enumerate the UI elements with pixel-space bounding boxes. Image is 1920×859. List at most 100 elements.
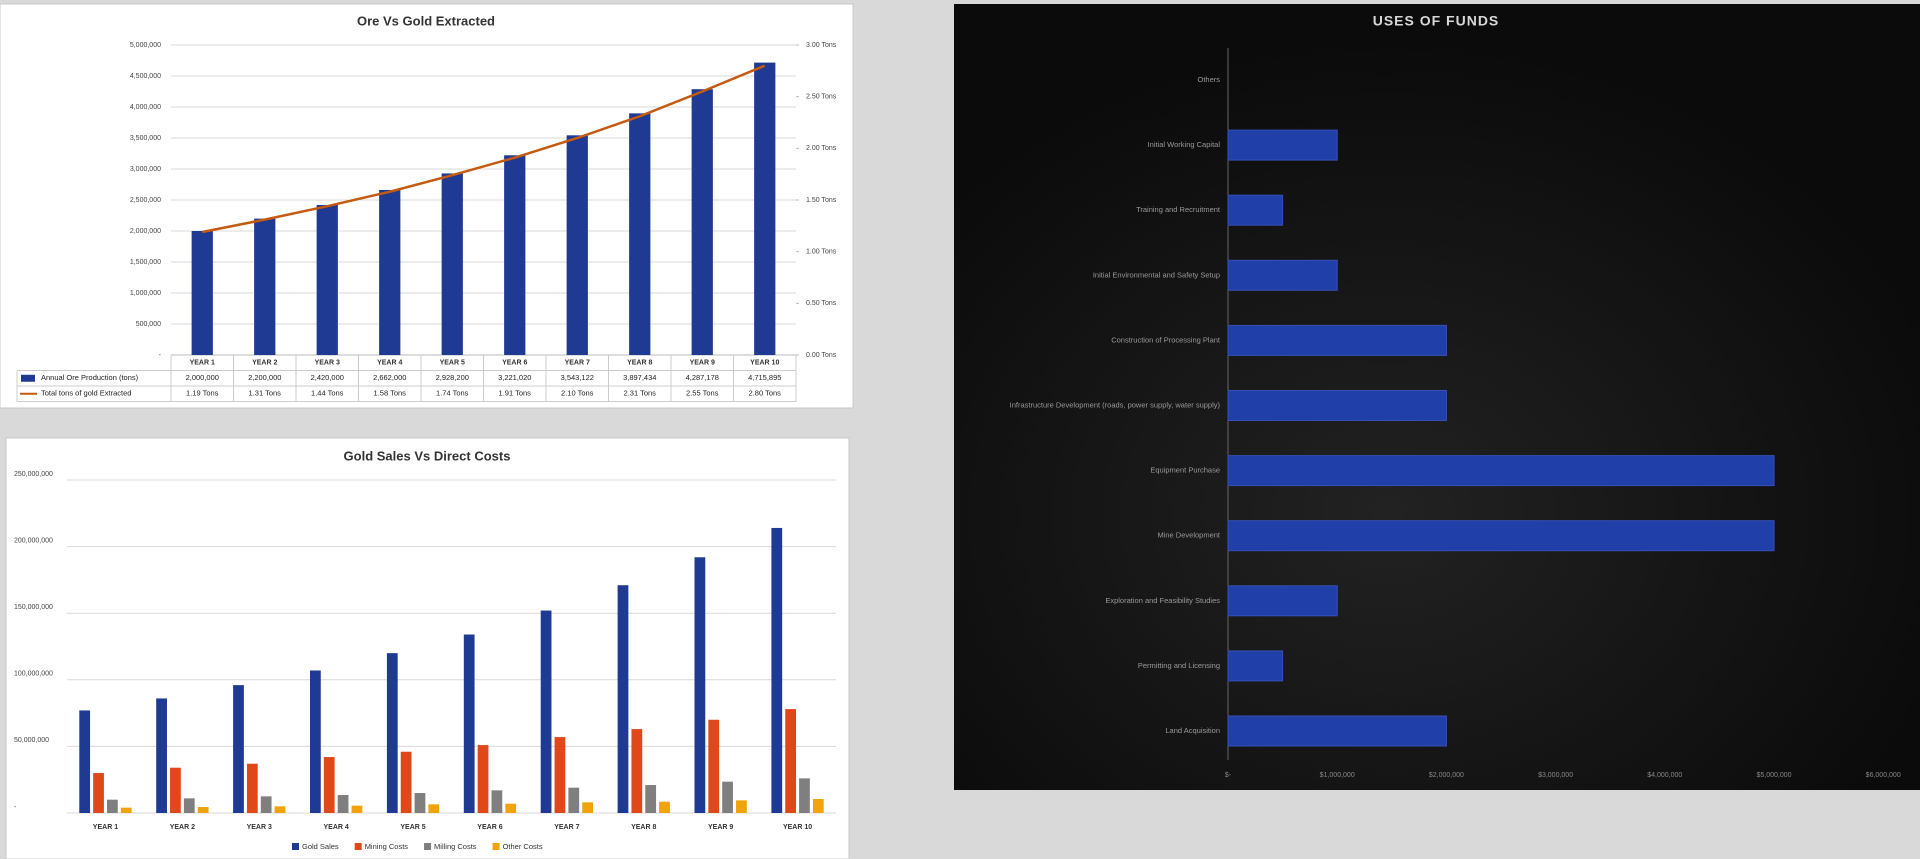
bar	[1227, 715, 1447, 747]
bar	[477, 745, 489, 813]
table-value: 3,221,020	[498, 373, 531, 382]
x-tick-label: YEAR 10	[750, 360, 779, 367]
table-value: 2.31 Tons	[624, 389, 657, 398]
x-tick-label: YEAR 1	[93, 824, 118, 831]
chart-panel	[0, 3, 854, 409]
bar	[1227, 585, 1338, 617]
y-tick-label: 3,500,000	[130, 135, 161, 142]
bar	[310, 670, 321, 813]
y2-tick-label: 3.00 Tons	[806, 42, 837, 49]
bar	[1227, 194, 1284, 226]
bar	[1227, 455, 1775, 487]
legend-swatch	[354, 843, 362, 850]
bar	[1227, 390, 1447, 421]
x-tick-label: YEAR 6	[502, 360, 527, 367]
bar	[1227, 259, 1338, 291]
bar	[1227, 129, 1338, 161]
bar	[691, 89, 713, 356]
legend-label: Milling Costs	[434, 842, 477, 851]
bar	[491, 790, 503, 813]
x-tick-label: $6,000,000	[1866, 772, 1901, 779]
bar	[79, 710, 91, 813]
bar	[629, 113, 651, 355]
table-value: 1.74 Tons	[436, 389, 469, 398]
y2-tick-label: 1.00 Tons	[806, 249, 837, 256]
y-tick-label: Exploration and Feasibility Studies	[1105, 596, 1220, 605]
y-tick-label: 200,000,000	[14, 537, 53, 544]
y2-tick-label: 2.50 Tons	[806, 94, 837, 101]
y-tick-label: 50,000,000	[14, 737, 49, 744]
bar	[260, 796, 272, 813]
bar	[197, 807, 209, 813]
y2-tick-label: 0.00 Tons	[806, 352, 837, 359]
x-tick-label: YEAR 3	[247, 824, 272, 831]
bar	[93, 773, 104, 813]
bar	[754, 62, 776, 356]
y-tick-label: 150,000,000	[14, 604, 53, 611]
x-tick-label: YEAR 4	[377, 360, 402, 367]
bar	[106, 799, 118, 813]
y-tick-label: 100,000,000	[14, 671, 53, 678]
table-value: 2,200,000	[248, 373, 281, 382]
y-tick-label: 4,000,000	[130, 104, 161, 111]
table-value: 2,662,000	[373, 373, 406, 382]
table-value: 1.19 Tons	[186, 389, 219, 398]
x-tick-label: YEAR 6	[477, 824, 502, 831]
bar	[812, 799, 824, 813]
bar	[504, 155, 526, 355]
y-tick-label: 500,000	[136, 321, 161, 328]
x-tick-label: YEAR 1	[190, 360, 215, 367]
bar	[505, 803, 517, 813]
y-tick-label: 5,000,000	[130, 42, 161, 49]
table-value: 1.44 Tons	[311, 389, 344, 398]
bar	[246, 763, 258, 813]
y-tick-label: 3,000,000	[130, 166, 161, 173]
bar	[379, 189, 401, 355]
legend-swatch	[492, 843, 500, 850]
table-value: 4,287,178	[686, 373, 719, 382]
bar	[631, 729, 643, 813]
y-tick-label: -	[14, 804, 17, 811]
table-value: 1.58 Tons	[374, 389, 407, 398]
bar	[708, 719, 720, 813]
y-tick-label: 250,000,000	[14, 471, 53, 478]
chart-title: USES OF FUNDS	[1373, 13, 1500, 29]
x-tick-label: $3,000,000	[1538, 772, 1573, 779]
table-value: 2.55 Tons	[686, 389, 719, 398]
x-tick-label: $4,000,000	[1647, 772, 1682, 779]
y-tick-label: Construction of Processing Plant	[1111, 335, 1221, 344]
y-tick-label: 2,000,000	[130, 228, 161, 235]
legend-label: Other Costs	[503, 842, 543, 851]
bar	[233, 685, 244, 813]
bar	[316, 204, 338, 355]
bar	[568, 787, 580, 813]
bar	[785, 709, 797, 813]
bar	[414, 793, 426, 813]
legend-label: Gold Sales	[302, 842, 339, 851]
x-tick-label: YEAR 2	[252, 360, 277, 367]
line	[202, 64, 766, 234]
bar	[441, 173, 463, 355]
bar	[400, 751, 412, 813]
x-tick-label: YEAR 4	[324, 824, 349, 831]
y-tick-label: -	[159, 352, 162, 359]
y-tick-label: Mine Development	[1157, 531, 1220, 540]
bar	[120, 807, 132, 813]
chart-title: Ore Vs Gold Extracted	[357, 13, 495, 28]
legend-swatch	[21, 374, 35, 382]
bar	[274, 806, 286, 813]
bar	[771, 527, 783, 813]
bar	[337, 795, 349, 813]
x-tick-label: YEAR 2	[170, 824, 195, 831]
chart-title: Gold Sales Vs Direct Costs	[344, 448, 511, 463]
bar	[736, 800, 747, 813]
x-tick-label: YEAR 9	[690, 360, 715, 367]
y2-tick-label: 1.50 Tons	[806, 197, 837, 204]
x-tick-label: YEAR 7	[554, 824, 579, 831]
bar	[617, 585, 629, 813]
x-tick-label: YEAR 3	[315, 360, 340, 367]
x-tick-label: YEAR 5	[400, 824, 425, 831]
table-value: 3,543,122	[561, 373, 594, 382]
